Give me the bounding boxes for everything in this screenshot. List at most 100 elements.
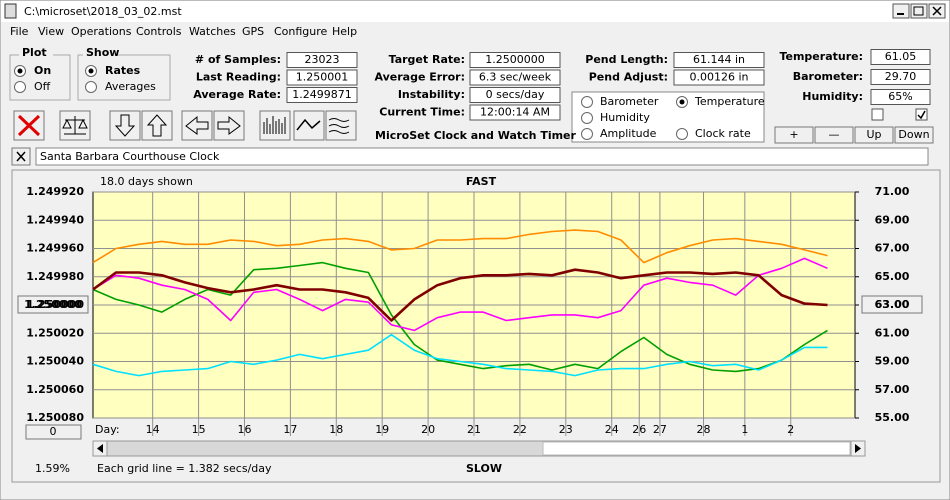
field-value: 61.05 bbox=[885, 50, 917, 63]
radio-label: Rates bbox=[105, 64, 141, 77]
checkbox[interactable] bbox=[871, 108, 884, 121]
clock-name: Santa Barbara Courthouse Clock bbox=[40, 150, 220, 163]
legend-entry[interactable]: Temperature bbox=[694, 95, 765, 108]
y2-tick-label: 59.00 bbox=[875, 355, 910, 368]
legend-entry[interactable]: Amplitude bbox=[600, 127, 657, 140]
field-value: 1.250001 bbox=[296, 71, 349, 84]
x-tick-label: 15 bbox=[192, 423, 206, 436]
field-label: Current Time: bbox=[379, 106, 465, 119]
group-title: Show bbox=[86, 46, 119, 59]
radio-label: On bbox=[34, 64, 51, 77]
field-label: Instability: bbox=[398, 88, 465, 101]
radio-dot bbox=[88, 68, 94, 74]
field-label: Barometer: bbox=[793, 70, 863, 83]
field-label: Average Error: bbox=[374, 71, 465, 84]
grid-note: Each grid line = 1.382 secs/day bbox=[97, 462, 272, 475]
x-tick-label: 23 bbox=[559, 423, 573, 436]
radio-button[interactable] bbox=[581, 112, 593, 124]
field-box bbox=[673, 52, 765, 68]
field-box bbox=[469, 69, 561, 86]
field-box bbox=[286, 52, 358, 68]
days-shown: 18.0 days shown bbox=[100, 175, 193, 188]
legend-entry[interactable]: Barometer bbox=[600, 95, 659, 108]
right-axis-button[interactable] bbox=[861, 295, 923, 314]
field-value: 1.2500000 bbox=[485, 53, 545, 66]
fast-label: FAST bbox=[466, 175, 497, 188]
field-box bbox=[673, 69, 765, 86]
field-value: 0 secs/day bbox=[486, 88, 545, 101]
y-tick-label: 1.250040 bbox=[26, 355, 84, 368]
field-label: Average Rate: bbox=[193, 88, 281, 101]
menu-item[interactable]: GPS bbox=[242, 25, 264, 38]
field-value: 61.144 in bbox=[693, 53, 745, 66]
x-tick-label: 17 bbox=[283, 423, 297, 436]
env-button[interactable] bbox=[894, 126, 934, 144]
zero-button[interactable] bbox=[25, 424, 82, 440]
field-value: 12:00:14 AM bbox=[480, 106, 550, 119]
field-label: Pend Length: bbox=[585, 53, 668, 66]
menu-item[interactable]: Operations bbox=[71, 25, 132, 38]
field-value: 0.00126 in bbox=[689, 71, 748, 84]
y-tick-label: 1.249960 bbox=[26, 242, 84, 255]
center-button[interactable] bbox=[17, 295, 89, 314]
menu-item[interactable]: View bbox=[38, 25, 64, 38]
radio-button[interactable] bbox=[14, 81, 26, 93]
check-mark bbox=[917, 110, 926, 120]
toolbar bbox=[13, 110, 357, 141]
y-tick-label: 1.250060 bbox=[26, 383, 84, 396]
radio-button[interactable] bbox=[85, 81, 97, 93]
field-box bbox=[870, 49, 931, 65]
radio-label: Off bbox=[34, 80, 51, 93]
menu-item[interactable]: Controls bbox=[136, 25, 182, 38]
field-value: 29.70 bbox=[885, 70, 917, 83]
menu-item[interactable]: Configure bbox=[274, 25, 328, 38]
scrollbar[interactable] bbox=[92, 440, 866, 457]
checkbox[interactable] bbox=[915, 108, 928, 121]
radio-button[interactable] bbox=[581, 96, 593, 108]
group-title-bg bbox=[19, 47, 53, 59]
field-label: Target Rate: bbox=[389, 53, 465, 66]
clear-button[interactable] bbox=[13, 110, 45, 141]
x-tick-label: 1 bbox=[741, 423, 748, 436]
legend-entry[interactable]: Humidity bbox=[600, 111, 650, 124]
field-label: # of Samples: bbox=[195, 53, 281, 66]
menu-item[interactable]: File bbox=[10, 25, 29, 38]
radio-button[interactable] bbox=[581, 128, 593, 140]
y2-tick-label: 61.00 bbox=[875, 326, 910, 339]
radio-button[interactable] bbox=[676, 128, 688, 140]
radio-dot bbox=[679, 99, 685, 105]
minimize-button[interactable] bbox=[892, 3, 910, 19]
group-title-bg bbox=[83, 47, 117, 59]
title-bar bbox=[1, 1, 949, 22]
legend-entry[interactable]: Clock rate bbox=[695, 127, 751, 140]
x-tick-label: 24 bbox=[605, 423, 619, 436]
env-button[interactable] bbox=[814, 126, 854, 144]
field-value: 23023 bbox=[305, 53, 340, 66]
show-group-box bbox=[77, 54, 171, 101]
field-box bbox=[870, 89, 931, 105]
x-tick-label: 27 bbox=[653, 423, 667, 436]
menu-item[interactable]: Watches bbox=[189, 25, 236, 38]
window-title: C:\microset\2018_03_02.mst bbox=[24, 5, 182, 18]
menu-item[interactable]: Help bbox=[332, 25, 357, 38]
x-tick-label: 18 bbox=[329, 423, 343, 436]
window-controls[interactable] bbox=[892, 3, 946, 19]
radio-dot bbox=[17, 68, 23, 74]
field-box bbox=[469, 52, 561, 68]
y2-tick-label: 57.00 bbox=[875, 383, 910, 396]
wave-button[interactable] bbox=[293, 110, 325, 141]
program-title: MicroSet Clock and Watch Timer bbox=[375, 129, 577, 142]
env-button[interactable] bbox=[774, 126, 814, 144]
series-line bbox=[92, 257, 828, 332]
center-button-label: 1.250000 bbox=[24, 298, 82, 311]
series-line bbox=[92, 229, 828, 264]
x-tick-label: 22 bbox=[513, 423, 527, 436]
scroll-thumb[interactable] bbox=[542, 441, 851, 456]
x-tick-label: 16 bbox=[237, 423, 251, 436]
clock-name-box[interactable] bbox=[35, 147, 929, 166]
env-button[interactable] bbox=[854, 126, 894, 144]
x-tick-label: 20 bbox=[421, 423, 435, 436]
maximize-button[interactable] bbox=[910, 3, 928, 19]
field-box bbox=[469, 104, 561, 121]
x-tick-label: 26 bbox=[632, 423, 646, 436]
